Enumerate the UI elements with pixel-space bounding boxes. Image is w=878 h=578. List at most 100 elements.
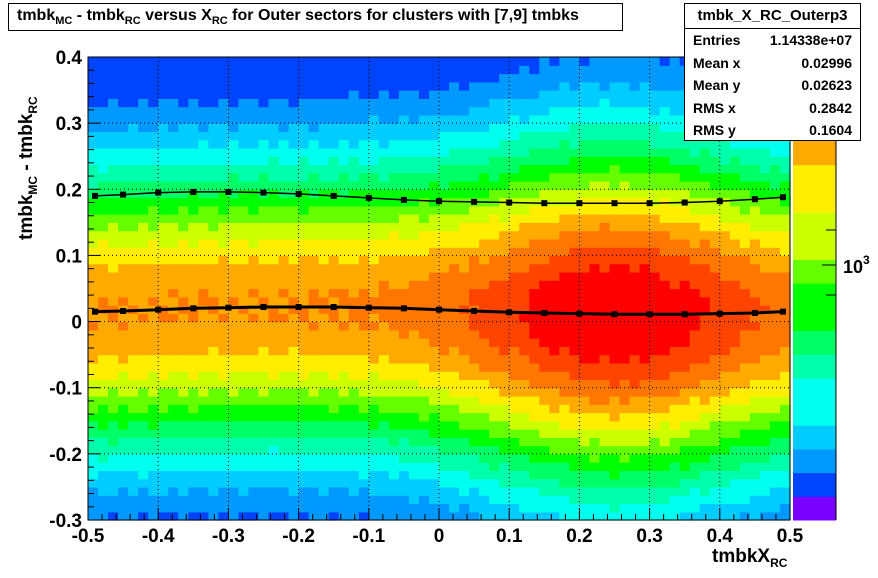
heatmap-cell bbox=[378, 189, 390, 199]
heatmap-cell bbox=[118, 81, 129, 91]
heatmap-cell bbox=[418, 181, 430, 190]
heatmap-cell bbox=[759, 511, 771, 521]
heatmap-cell bbox=[378, 131, 390, 141]
heatmap-cell bbox=[208, 197, 219, 207]
heatmap-cell bbox=[669, 511, 681, 521]
heatmap-cell bbox=[729, 164, 741, 174]
heatmap-cell bbox=[118, 263, 129, 273]
heatmap-cell bbox=[148, 214, 159, 223]
heatmap-cell bbox=[639, 511, 651, 521]
heatmap-cell bbox=[368, 371, 380, 381]
heatmap-cell bbox=[348, 106, 360, 116]
heatmap-cell bbox=[248, 429, 260, 438]
heatmap-cell bbox=[489, 445, 500, 455]
heatmap-cell bbox=[218, 238, 230, 248]
heatmap-cell bbox=[398, 73, 410, 83]
heatmap-cell bbox=[398, 164, 410, 174]
heatmap-cell bbox=[659, 123, 671, 133]
heatmap-cell bbox=[88, 230, 99, 240]
heatmap-cell bbox=[198, 81, 209, 91]
heatmap-cell bbox=[238, 139, 250, 149]
heatmap-cell bbox=[398, 106, 410, 116]
heatmap-cell bbox=[709, 263, 721, 273]
heatmap-cell bbox=[118, 230, 129, 240]
heatmap-cell bbox=[569, 453, 581, 463]
heatmap-cell bbox=[469, 478, 480, 488]
heatmap-cell bbox=[459, 81, 470, 91]
heatmap-cell bbox=[559, 288, 570, 298]
heatmap-cell bbox=[739, 255, 751, 265]
heatmap-cell bbox=[629, 98, 641, 108]
heatmap-cell bbox=[769, 205, 781, 215]
heatmap-cell bbox=[298, 437, 310, 447]
heatmap-cell bbox=[639, 338, 651, 347]
heatmap-cell bbox=[278, 453, 290, 463]
heatmap-cell bbox=[198, 172, 209, 182]
heatmap-cell bbox=[539, 189, 550, 199]
heatmap-cell bbox=[569, 131, 581, 141]
heatmap-cell bbox=[348, 172, 360, 182]
heatmap-cell bbox=[649, 478, 661, 488]
heatmap-cell bbox=[709, 296, 721, 306]
heatmap-cell bbox=[589, 222, 601, 232]
heatmap-cell bbox=[208, 172, 219, 182]
heatmap-cell bbox=[338, 305, 350, 314]
heatmap-cell bbox=[338, 139, 350, 149]
heatmap-cell bbox=[398, 387, 410, 397]
heatmap-cell bbox=[228, 98, 240, 108]
heatmap-cell bbox=[519, 511, 530, 521]
data-point-mean bbox=[779, 308, 786, 315]
heatmap-cell bbox=[539, 114, 550, 124]
heatmap-cell bbox=[569, 222, 581, 232]
heatmap-cell bbox=[749, 453, 761, 463]
heatmap-cell bbox=[338, 420, 350, 430]
heatmap-cell bbox=[599, 429, 611, 438]
heatmap-cell bbox=[509, 247, 520, 257]
heatmap-cell bbox=[398, 445, 410, 455]
heatmap-cell bbox=[759, 263, 771, 273]
heatmap-cell bbox=[579, 387, 591, 397]
x-tick-label: 0.3 bbox=[636, 526, 662, 547]
heatmap-cell bbox=[439, 379, 450, 389]
heatmap-cell bbox=[589, 495, 601, 505]
heatmap-cell bbox=[258, 181, 270, 190]
heatmap-cell bbox=[178, 470, 189, 480]
heatmap-cell bbox=[749, 379, 761, 389]
heatmap-cell bbox=[469, 296, 480, 306]
heatmap-cell bbox=[469, 288, 480, 298]
heatmap-cell bbox=[288, 453, 300, 463]
heatmap-cell bbox=[228, 238, 240, 248]
heatmap-cell bbox=[479, 313, 490, 323]
heatmap-cell bbox=[499, 164, 510, 174]
heatmap-cell bbox=[228, 429, 240, 438]
heatmap-cell bbox=[739, 387, 751, 397]
heatmap-cell bbox=[148, 511, 159, 521]
heatmap-cell bbox=[639, 247, 651, 257]
heatmap-cell bbox=[559, 296, 570, 306]
heatmap-cell bbox=[428, 329, 440, 339]
heatmap-cell bbox=[689, 338, 701, 347]
heatmap-cell bbox=[669, 503, 681, 513]
heatmap-cell bbox=[228, 495, 240, 505]
heatmap-cell bbox=[719, 172, 731, 182]
heatmap-cell bbox=[158, 222, 169, 232]
heatmap-cell bbox=[178, 214, 189, 223]
heatmap-cell bbox=[639, 445, 651, 455]
heatmap-cell bbox=[298, 263, 310, 273]
heatmap-cell bbox=[158, 437, 169, 447]
heatmap-cell bbox=[198, 495, 209, 505]
heatmap-cell bbox=[328, 139, 340, 149]
heatmap-cell bbox=[619, 156, 631, 166]
heatmap-cell bbox=[148, 73, 159, 83]
heatmap-cell bbox=[288, 503, 300, 513]
heatmap-cell bbox=[579, 462, 591, 471]
heatmap-cell bbox=[258, 313, 270, 323]
heatmap-cell bbox=[148, 313, 159, 323]
heatmap-cell bbox=[479, 362, 490, 372]
heatmap-cell bbox=[188, 429, 199, 438]
chart-title: tmbkMC - tmbkRC versus XRC for Outer sec… bbox=[8, 3, 623, 31]
heatmap-cell bbox=[699, 296, 711, 306]
heatmap-cell bbox=[559, 462, 570, 471]
heatmap-cell bbox=[368, 230, 380, 240]
heatmap-cell bbox=[378, 470, 390, 480]
